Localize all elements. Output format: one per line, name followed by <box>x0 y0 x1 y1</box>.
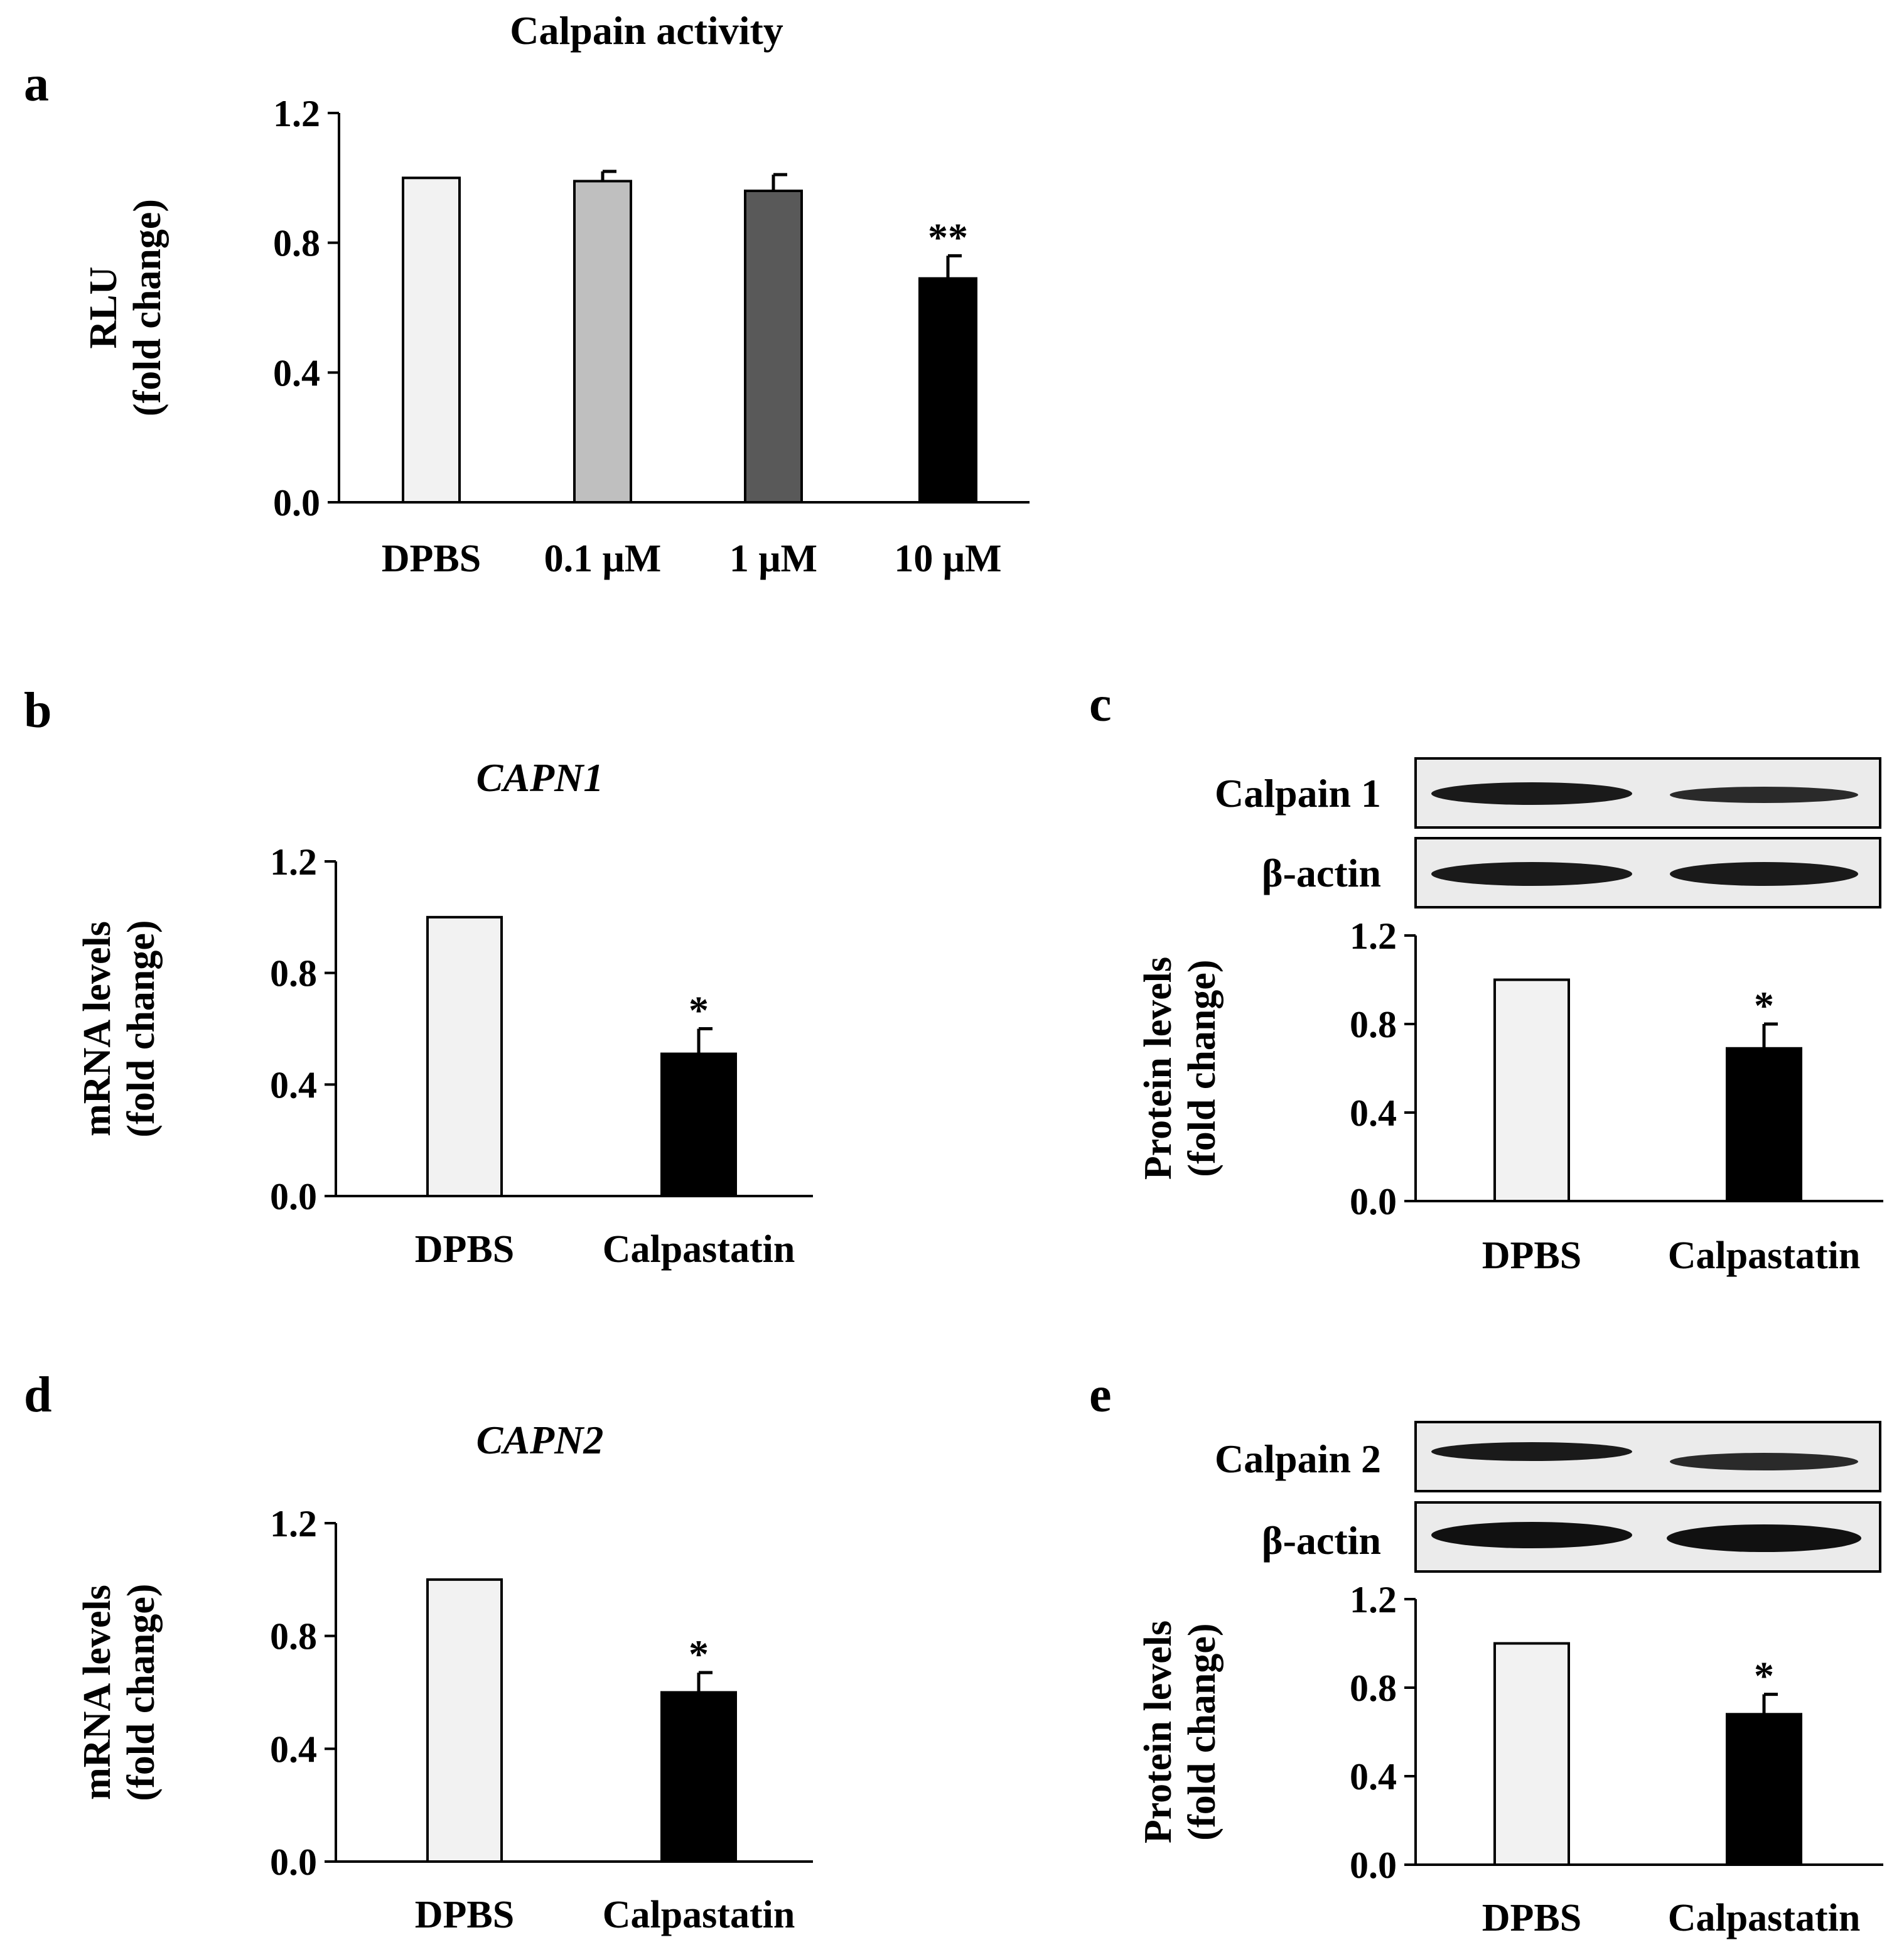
blot-c-control-label: β-actin <box>1262 851 1381 895</box>
chart-a-ytick-label: 1.2 <box>273 93 320 134</box>
chart-c-ylabel-line: Protein levels <box>1137 957 1180 1180</box>
blot-c-target-label: Calpain 1 <box>1215 771 1381 816</box>
blot-e-target-band-dpbs <box>1431 1442 1632 1461</box>
blot-e: Calpain 2 β-actin <box>1215 1421 1881 1573</box>
chart-a-significance: ** <box>928 215 968 259</box>
chart-c-ytick-label: 0.0 <box>1350 1181 1397 1222</box>
chart-d-bar <box>660 1691 737 1863</box>
chart-a-ylabel-line: RLU <box>82 267 125 349</box>
chart-c-category-label: DPBS <box>1482 1234 1581 1277</box>
panel-label-c: c <box>1089 677 1112 732</box>
chart-c-category-label: Calpastatin <box>1668 1234 1861 1277</box>
chart-a-bar <box>573 180 632 504</box>
chart-e-ytick-label: 1.2 <box>1350 1579 1397 1620</box>
blot-c-control-band-dpbs <box>1431 862 1632 886</box>
chart-e-ytick-label: 0.0 <box>1350 1845 1397 1886</box>
blot-c-target-band-calpastatin <box>1670 787 1858 803</box>
chart-b-bar <box>660 1052 737 1197</box>
chart-a-ylabel-line: (fold change) <box>126 199 169 416</box>
panel-label-a: a <box>24 57 49 112</box>
chart-b-category-label: Calpastatin <box>603 1228 795 1271</box>
blot-e-target-label: Calpain 2 <box>1215 1437 1381 1481</box>
blot-c: Calpain 1 β-actin <box>1215 757 1881 908</box>
panel-label-e: e <box>1089 1367 1112 1423</box>
blot-e-control-band-dpbs <box>1431 1522 1632 1548</box>
chart-d-ytick-label: 1.2 <box>270 1503 317 1545</box>
panel-label-b: b <box>24 683 52 738</box>
chart-a-category-label: 0.1 μM <box>544 537 662 580</box>
chart-b-category-label: DPBS <box>415 1228 514 1271</box>
chart-e: 0.0 0.4 0.8 1.2 Protein levels (fold change) D… <box>1137 1579 1883 1939</box>
chart-e-significance: * <box>1754 1654 1774 1698</box>
chart-b-title: CAPN1 <box>476 755 604 800</box>
chart-c-ytick-label: 1.2 <box>1350 915 1397 957</box>
chart-b-bar <box>426 915 503 1198</box>
chart-b-ytick-label: 0.4 <box>270 1064 317 1106</box>
chart-c-ytick-label: 0.8 <box>1350 1004 1397 1045</box>
chart-b-significance: * <box>689 988 709 1033</box>
chart-e-ylabel-line: Protein levels <box>1137 1620 1180 1843</box>
blot-c-target-band-dpbs <box>1431 782 1632 805</box>
chart-c-significance: * <box>1754 983 1774 1028</box>
chart-d: CAPN2 0.0 0.4 0.8 1.2 mRNA levels (fold change… <box>76 1418 813 1936</box>
chart-c-bar <box>1493 978 1570 1202</box>
chart-a-ytick-label: 0.8 <box>273 223 320 264</box>
chart-b: CAPN1 0.0 0.4 0.8 1.2 mRNA levels (fold change… <box>76 755 813 1271</box>
chart-e-ylabel-line: (fold change) <box>1181 1623 1224 1840</box>
chart-e-bar <box>1726 1713 1802 1867</box>
chart-a-category-label: 10 μM <box>894 537 1001 580</box>
blot-c-control-band-calpastatin <box>1670 862 1858 886</box>
chart-a-category-label: 1 μM <box>729 537 817 580</box>
chart-c-bar <box>1726 1047 1802 1203</box>
chart-a-bar <box>918 277 977 504</box>
chart-d-ylabel-line: (fold change) <box>120 1583 163 1801</box>
chart-a-ytick-label: 0.4 <box>273 352 320 394</box>
panel-label-d: d <box>24 1367 52 1423</box>
chart-d-ytick-label: 0.4 <box>270 1728 317 1770</box>
chart-e-bar <box>1493 1642 1570 1866</box>
blot-e-control-label: β-actin <box>1262 1518 1381 1563</box>
chart-d-bar <box>426 1578 503 1863</box>
chart-e-ytick-label: 0.8 <box>1350 1668 1397 1709</box>
chart-d-title: CAPN2 <box>476 1418 604 1462</box>
chart-a: Calpain activity 0.0 0.4 0.8 1.2 RLU (fold cha… <box>82 8 1030 580</box>
chart-a-category-label: DPBS <box>382 537 481 580</box>
chart-d-ytick-label: 0.0 <box>270 1841 317 1883</box>
chart-b-ylabel-line: (fold change) <box>120 920 163 1137</box>
chart-b-ylabel-line: mRNA levels <box>76 921 119 1136</box>
chart-a-bar <box>744 190 803 504</box>
chart-e-category-label: DPBS <box>1482 1897 1581 1939</box>
chart-b-ytick-label: 1.2 <box>270 841 317 883</box>
chart-c-ytick-label: 0.4 <box>1350 1092 1397 1134</box>
chart-d-ytick-label: 0.8 <box>270 1616 317 1658</box>
chart-a-ytick-label: 0.0 <box>273 482 320 524</box>
chart-d-category-label: Calpastatin <box>603 1894 795 1936</box>
blot-e-target-band-calpastatin <box>1670 1453 1858 1470</box>
chart-e-ytick-label: 0.4 <box>1350 1756 1397 1798</box>
chart-a-title: Calpain activity <box>510 8 783 53</box>
chart-d-category-label: DPBS <box>415 1894 514 1936</box>
chart-b-ytick-label: 0.8 <box>270 953 317 995</box>
chart-d-ylabel-line: mRNA levels <box>76 1585 119 1800</box>
chart-c: 0.0 0.4 0.8 1.2 Protein levels (fold change) D… <box>1137 915 1883 1277</box>
chart-d-significance: * <box>689 1632 709 1676</box>
chart-c-ylabel-line: (fold change) <box>1181 959 1224 1177</box>
blot-e-control-band-calpastatin <box>1667 1524 1861 1552</box>
chart-b-ytick-label: 0.0 <box>270 1176 317 1217</box>
chart-e-category-label: Calpastatin <box>1668 1897 1861 1939</box>
chart-a-bar <box>402 176 461 504</box>
